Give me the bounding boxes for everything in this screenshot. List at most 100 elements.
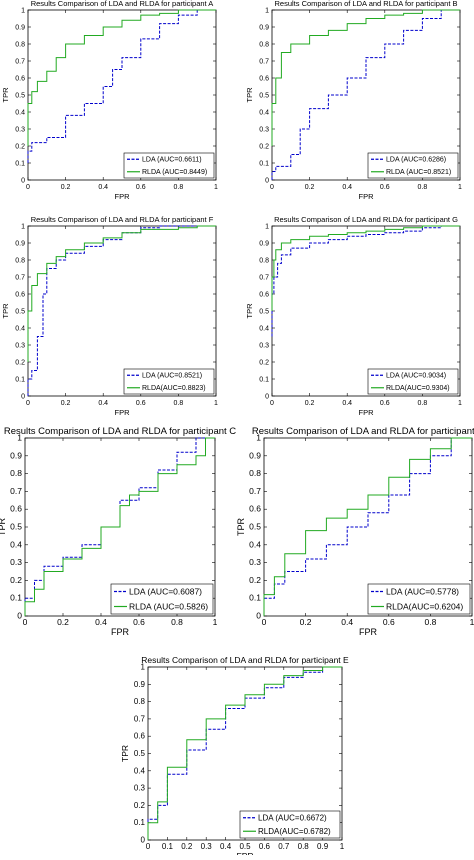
series-line-rlda — [271, 9, 460, 146]
series-line-lda — [263, 437, 472, 616]
legend-box — [123, 368, 215, 395]
y-tick-label: 1 — [265, 224, 269, 231]
y-tick-label: 0.7 — [259, 59, 269, 66]
x-tick-label: 0.1 — [162, 842, 174, 851]
roc-chart-7: Results Comparison of LDA and RLDA for p… — [120, 655, 349, 860]
y-tick-label: 0.5 — [10, 522, 22, 532]
y-tick-label: 1 — [21, 8, 25, 15]
legend-label: RLDA(AUC=0.9304) — [386, 385, 450, 392]
y-tick-label: 0.3 — [134, 784, 146, 793]
x-tick-label: 0.2 — [305, 184, 315, 191]
legend-label: LDA (AUC=0.6286) — [386, 157, 446, 164]
legend-label: LDA (AUC=0.6087) — [129, 586, 202, 596]
y-tick-label: 0.2 — [134, 801, 146, 810]
y-tick-label: 0.5 — [15, 309, 25, 316]
y-tick-label: 0.9 — [15, 241, 25, 248]
chart-title: Results Comparison of LDA and RLDA for p… — [4, 426, 236, 437]
y-tick-label: 0.4 — [249, 539, 261, 549]
series-line-rlda — [271, 225, 460, 311]
x-tick-label: 0 — [146, 842, 151, 851]
y-tick-label: 1 — [17, 433, 22, 443]
x-tick-label: 0.2 — [57, 617, 69, 627]
x-tick-label: 0.7 — [278, 842, 290, 851]
y-tick-label: 0.6 — [15, 76, 25, 83]
x-tick-label: 0.2 — [305, 400, 315, 407]
chart-title: Results Comparison of LDA and RLDA for p… — [252, 426, 474, 437]
y-tick-label: 0.6 — [249, 504, 261, 514]
y-axis-label: TPR — [245, 303, 254, 319]
x-tick-label: 0.6 — [133, 617, 145, 627]
x-tick-label: 0.6 — [259, 842, 271, 851]
y-axis-label: TPR — [1, 303, 10, 319]
y-tick-label: 0.7 — [249, 486, 261, 496]
roc-chart-6: Results Comparison of LDA and RLDA for p… — [236, 426, 474, 637]
x-tick-label: 0 — [270, 400, 274, 407]
x-tick-label: 0.6 — [383, 617, 395, 627]
legend-box — [367, 583, 471, 615]
x-axis-label: FPR — [111, 627, 130, 637]
y-axis-label: TPR — [0, 517, 7, 536]
x-tick-label: 1 — [458, 400, 462, 407]
y-tick-label: 0 — [141, 836, 146, 845]
roc-chart-3: Results Comparison of LDA and RLDA for p… — [1, 215, 218, 417]
chart-title: Results Comparison of LDA and RLDA for p… — [274, 0, 457, 8]
legend-box — [110, 583, 214, 615]
roc-chart-4: Results Comparison of LDA and RLDA for p… — [245, 215, 462, 417]
legend-label: LDA (AUC=0.9034) — [386, 373, 446, 380]
roc-chart-1: Results Comparison of LDA and RLDA for p… — [1, 0, 218, 201]
y-tick-label: 1 — [265, 8, 269, 15]
legend-label: LDA (AUC=0.6611) — [142, 157, 202, 164]
y-tick-label: 0.5 — [134, 749, 146, 758]
x-tick-label: 0.4 — [95, 617, 107, 627]
x-tick-label: 0.8 — [418, 184, 428, 191]
chart-title: Results Comparison of LDA and RLDA for p… — [31, 215, 214, 224]
series-line-rlda — [24, 437, 215, 616]
y-tick-label: 0.1 — [15, 161, 25, 168]
y-tick-label: 0.9 — [259, 25, 269, 32]
series-line-rlda — [147, 666, 342, 840]
legend-box — [239, 810, 341, 839]
x-tick-label: 0.8 — [171, 617, 183, 627]
legend-box — [123, 152, 215, 179]
x-tick-label: 1 — [214, 400, 218, 407]
y-axis-label: TPR — [1, 87, 10, 103]
y-tick-label: 0.3 — [249, 557, 261, 567]
y-tick-label: 0.3 — [15, 343, 25, 350]
y-tick-label: 0.8 — [134, 697, 146, 706]
y-tick-label: 0 — [21, 178, 25, 185]
y-tick-label: 0 — [17, 611, 22, 621]
y-tick-label: 0.8 — [10, 468, 22, 478]
y-axis-label: TPR — [245, 87, 254, 103]
y-tick-label: 0 — [21, 394, 25, 401]
y-tick-label: 0.1 — [259, 161, 269, 168]
x-tick-label: 0.3 — [201, 842, 213, 851]
y-tick-label: 0 — [265, 178, 269, 185]
legend-label: RLDA (AUC=0.8449) — [142, 169, 207, 176]
y-tick-label: 0.6 — [15, 292, 25, 299]
x-axis-label: FPR — [237, 851, 254, 855]
series-line-rlda — [27, 9, 216, 146]
y-tick-label: 0.8 — [259, 42, 269, 49]
legend-label: RLDA(AUC=0.6204) — [386, 601, 463, 611]
x-tick-label: 0.6 — [380, 184, 390, 191]
series-line-rlda — [263, 437, 472, 616]
y-tick-label: 0.4 — [10, 539, 22, 549]
y-tick-label: 0.4 — [134, 766, 146, 775]
x-tick-label: 0.2 — [300, 617, 312, 627]
x-tick-label: 0.6 — [136, 400, 146, 407]
x-tick-label: 0.8 — [298, 842, 310, 851]
chart-title: Results Comparison of LDA and RLDA for p… — [274, 215, 458, 224]
y-tick-label: 0.3 — [15, 127, 25, 134]
y-tick-label: 0.8 — [259, 258, 269, 265]
x-tick-label: 1 — [458, 184, 462, 191]
chart-title: Results Comparison of LDA and RLDA for p… — [141, 655, 349, 665]
x-tick-label: 1 — [213, 617, 218, 627]
x-tick-label: 0.4 — [220, 842, 232, 851]
roc-chart-5: Results Comparison of LDA and RLDA for p… — [0, 426, 236, 637]
y-tick-label: 0.4 — [15, 110, 25, 117]
series-line-lda — [271, 9, 460, 180]
y-tick-label: 0.7 — [15, 59, 25, 66]
x-axis-label: FPR — [359, 408, 375, 417]
